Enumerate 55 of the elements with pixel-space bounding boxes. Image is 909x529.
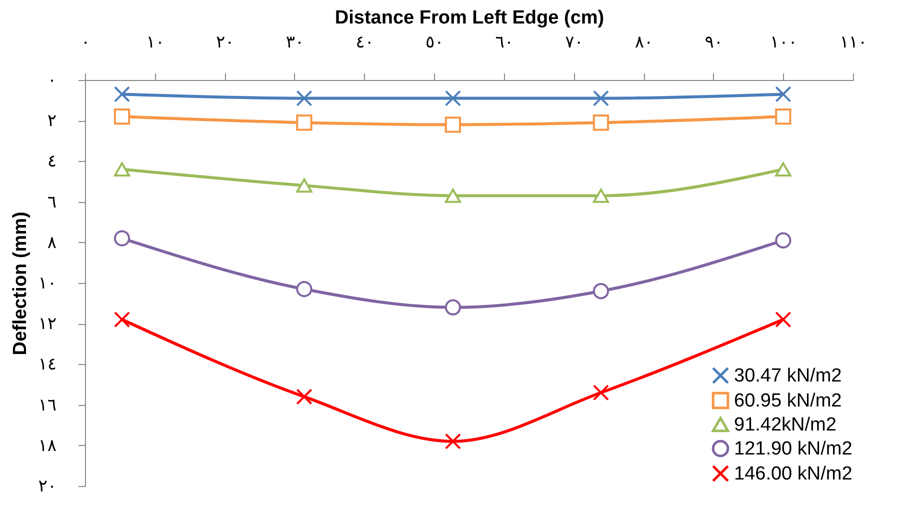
point <box>775 311 792 328</box>
x-tick-label: ٧٠ <box>565 32 584 52</box>
point <box>592 90 610 106</box>
point <box>296 90 312 106</box>
x-tick-label: ١١٠ <box>840 32 868 52</box>
x-tick-label: ٩٠ <box>704 32 723 52</box>
x-tick-label: ٥٠ <box>425 32 444 52</box>
y-tick-label: ٤ <box>47 152 56 171</box>
y-tick-label: ١٠ <box>38 274 56 292</box>
point <box>775 86 792 102</box>
point <box>114 86 130 102</box>
legend-label: 146.00 kN/m2 <box>734 464 852 484</box>
point <box>444 90 462 106</box>
point <box>592 114 610 131</box>
point <box>114 108 130 125</box>
point <box>296 281 312 298</box>
point <box>592 188 610 203</box>
x-tick-label: ٠ <box>80 32 90 52</box>
x-tick-label: ٣٠ <box>286 32 304 52</box>
x-tick-label: ١٠ <box>146 32 164 52</box>
point <box>444 299 462 316</box>
point <box>775 232 792 248</box>
point <box>444 188 462 203</box>
y-tick-label: ٨ <box>47 232 56 252</box>
point <box>592 283 610 300</box>
x-tick-label: ٢٠ <box>216 32 234 52</box>
y-tick-label: ١٨ <box>38 436 56 455</box>
x-tick-label: ٨٠ <box>634 32 654 52</box>
x-tick-label: ١٠٠ <box>770 32 798 52</box>
y-tick-label: ١٦ <box>38 395 56 414</box>
point <box>296 388 312 405</box>
y-axis-title: Deflection (mm) <box>10 212 32 356</box>
y-tick-label: ١٤ <box>38 354 56 374</box>
legend-label: 30.47 kN/m2 <box>734 366 842 386</box>
legend-label: 60.95 kN/m2 <box>734 390 842 412</box>
x-axis-title: Distance From Left Edge (cm) <box>334 8 604 28</box>
y-tick-label: ٦ <box>47 192 56 212</box>
y-tick-label: ٢ <box>47 111 56 130</box>
point <box>296 178 312 193</box>
point <box>775 162 792 176</box>
y-tick-label: ٠ <box>47 70 56 90</box>
point <box>114 311 130 328</box>
point <box>775 108 792 125</box>
point <box>444 116 462 133</box>
y-tick-label: ١٢ <box>38 314 56 334</box>
legend-label: 91.42kN/m2 <box>734 414 836 436</box>
point <box>114 162 130 176</box>
y-tick-label: ٢٠ <box>38 476 56 496</box>
point <box>444 433 462 450</box>
point <box>592 384 610 401</box>
legend-label: 121.90 kN/m2 <box>734 438 852 460</box>
x-tick-label: ٤٠ <box>356 32 374 52</box>
x-tick-label: ٦٠ <box>495 32 514 52</box>
point <box>296 114 312 131</box>
point <box>114 230 130 246</box>
